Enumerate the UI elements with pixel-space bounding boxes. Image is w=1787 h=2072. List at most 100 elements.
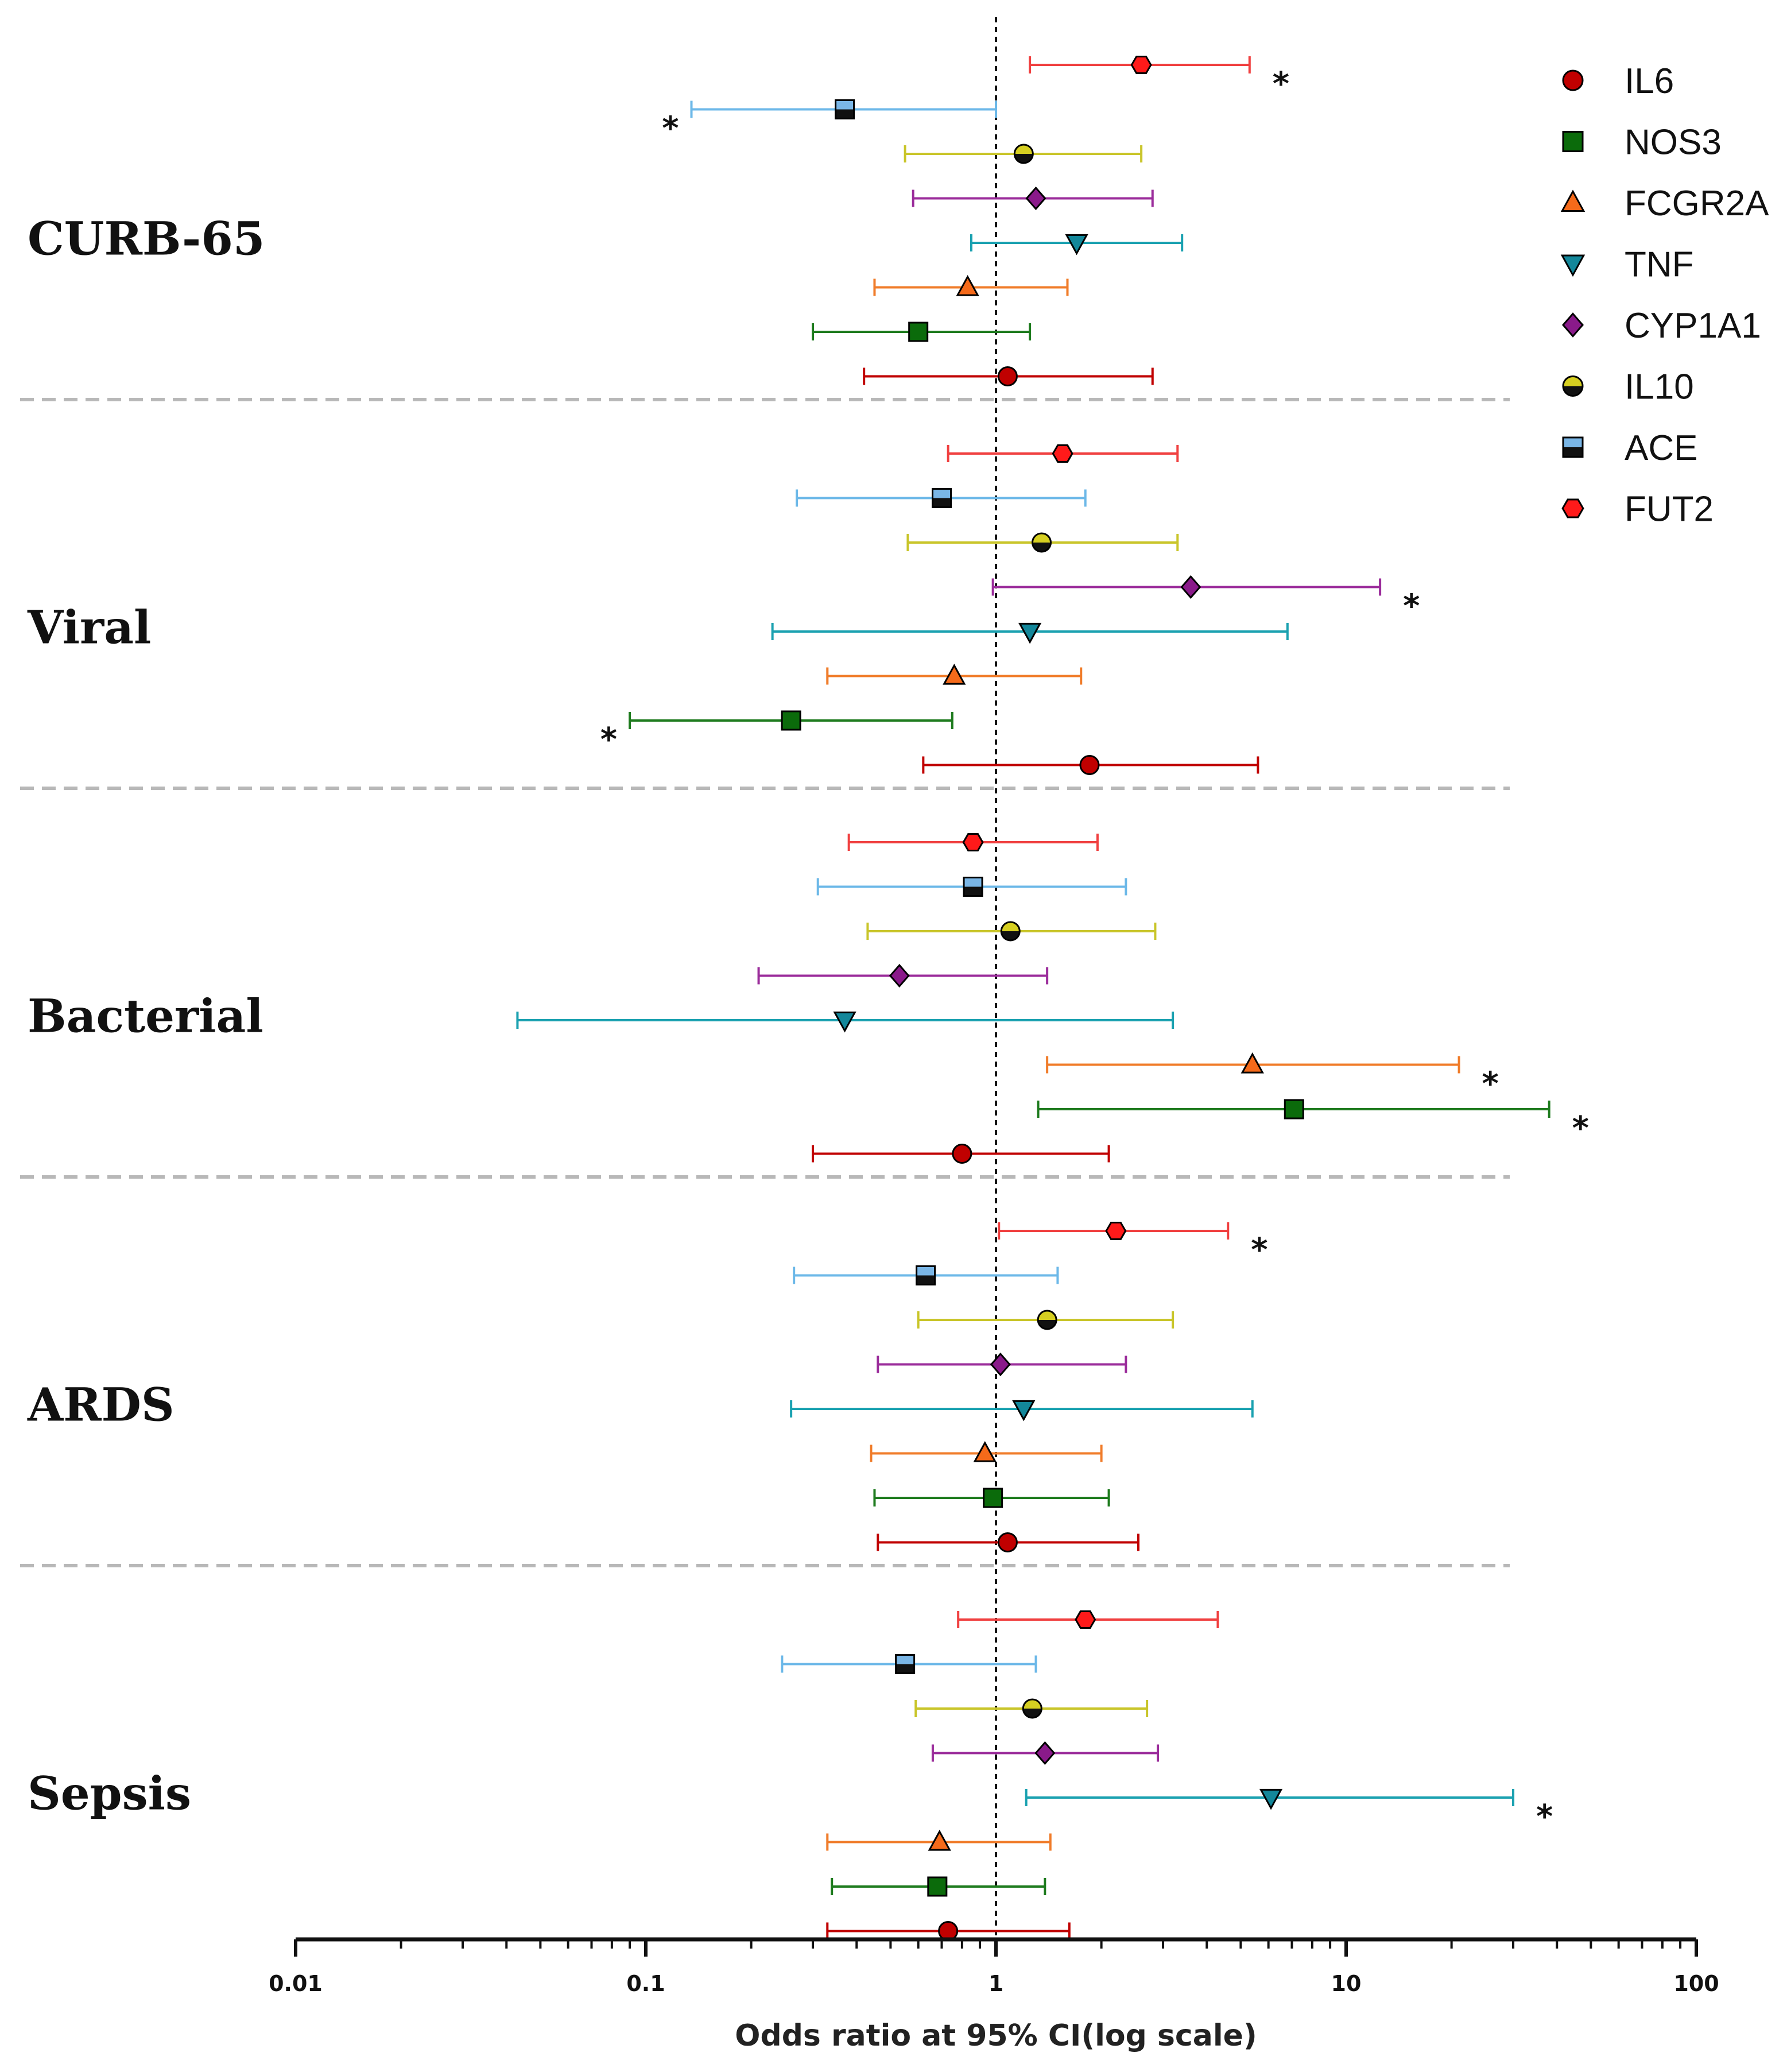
forest-row-fut2 — [847, 832, 1099, 852]
legend-label: IL10 — [1625, 367, 1694, 407]
significance-marker: * — [1572, 1110, 1589, 1147]
forest-row-fcgr2a — [826, 1829, 1052, 1851]
forest-row-ace: * — [662, 99, 997, 148]
point-marker-cyp1a1 — [889, 963, 910, 988]
point-marker-nos3 — [983, 1488, 1003, 1508]
group-labels: CURB-65 Viral Bacterial ARDS Sepsis — [27, 211, 265, 1820]
x-axis: 0.01 0.1 1 10 100 — [269, 1937, 1719, 1996]
forest-row-fut2 — [947, 444, 1179, 463]
legend-marker-fcgr2a — [1560, 189, 1586, 212]
forest-row-cyp1a1 — [757, 963, 1049, 988]
forest-row-ace — [816, 877, 1127, 897]
legend-marker-nos3 — [1562, 131, 1584, 152]
group-label: Sepsis — [28, 1766, 191, 1820]
legend-item-il10: IL10 — [1562, 367, 1694, 407]
forest-row-tnf — [790, 1400, 1254, 1422]
group-label: Viral — [27, 600, 151, 654]
forest-row-ace — [793, 1265, 1059, 1285]
legend-marker-tnf — [1560, 254, 1586, 277]
point-marker-fut2 — [1052, 444, 1073, 463]
point-marker-ace — [835, 99, 855, 119]
significance-marker: * — [662, 110, 679, 148]
significance-marker: * — [600, 721, 617, 758]
point-marker-il10 — [1037, 1310, 1057, 1330]
group-separators — [20, 398, 1510, 1567]
point-marker-cyp1a1 — [1034, 1741, 1056, 1765]
forest-row-il6 — [877, 1532, 1139, 1552]
forest-rows: ******** — [516, 55, 1589, 1941]
forest-row-fcgr2a — [826, 663, 1083, 685]
significance-marker: * — [1482, 1066, 1499, 1103]
legend-marker-cyp1a1 — [1562, 312, 1584, 338]
point-marker-fcgr2a — [943, 663, 966, 685]
tick-label: 1 — [989, 1971, 1003, 1996]
forest-row-fut2: * — [998, 1221, 1268, 1269]
forest-row-nos3 — [831, 1876, 1046, 1897]
significance-marker: * — [1273, 65, 1289, 103]
forest-row-cyp1a1 — [877, 1352, 1127, 1377]
group-label: CURB-65 — [28, 211, 265, 265]
forest-row-cyp1a1 — [931, 1741, 1160, 1765]
legend: IL6 NOS3 FCGR2A TNF CYP1A1 IL10 ACE FUT2 — [1560, 61, 1769, 529]
forest-row-cyp1a1: * — [991, 575, 1420, 625]
tick-label: 100 — [1673, 1971, 1719, 1996]
legend-item-fcgr2a: FCGR2A — [1560, 184, 1769, 223]
forest-row-il10 — [906, 532, 1179, 553]
point-marker-tnf — [833, 1011, 856, 1033]
legend-marker-fut2 — [1561, 498, 1584, 518]
point-marker-il6 — [997, 1532, 1018, 1552]
group-viral: ** — [600, 444, 1420, 775]
point-marker-il10 — [1013, 144, 1034, 164]
forest-row-fcgr2a — [870, 1440, 1103, 1462]
forest-row-ace — [796, 488, 1087, 508]
significance-marker: * — [1403, 588, 1420, 625]
x-axis-title: Odds ratio at 95% CI(log scale) — [735, 2019, 1257, 2053]
point-marker-fcgr2a — [1241, 1052, 1264, 1074]
legend-marker-il6 — [1562, 69, 1584, 91]
forest-row-il6 — [922, 755, 1259, 775]
legend-item-ace: ACE — [1562, 428, 1697, 468]
forest-row-il10 — [914, 1698, 1149, 1719]
tick-label: 10 — [1331, 1971, 1362, 1996]
point-marker-tnf — [1012, 1400, 1036, 1422]
group-bacterial: ** — [516, 832, 1589, 1164]
forest-row-nos3: * — [1037, 1099, 1589, 1147]
point-marker-fut2 — [1105, 1221, 1127, 1241]
point-marker-il6 — [997, 366, 1018, 386]
point-marker-nos3 — [781, 710, 801, 731]
point-marker-nos3 — [1284, 1099, 1304, 1120]
forest-row-il6 — [863, 366, 1154, 386]
forest-row-fut2 — [957, 1610, 1219, 1629]
point-marker-cyp1a1 — [1180, 575, 1201, 599]
forest-row-tnf: * — [1025, 1788, 1553, 1835]
point-marker-tnf — [1018, 622, 1042, 644]
point-marker-fut2 — [962, 832, 984, 852]
forest-row-il10 — [917, 1310, 1174, 1330]
legend-marker-il10 — [1562, 375, 1584, 397]
legend-label: TNF — [1625, 245, 1694, 285]
group-curb-65: ** — [662, 55, 1289, 386]
point-marker-nos3 — [927, 1876, 948, 1897]
point-marker-tnf — [1259, 1788, 1283, 1810]
legend-item-nos3: NOS3 — [1562, 123, 1722, 162]
tick-label: 0.01 — [269, 1971, 323, 1996]
legend-label: FCGR2A — [1625, 184, 1769, 223]
forest-row-fcgr2a: * — [1046, 1052, 1499, 1103]
point-marker-ace — [916, 1265, 936, 1285]
forest-row-nos3 — [873, 1488, 1110, 1508]
point-marker-cyp1a1 — [990, 1352, 1011, 1377]
forest-row-tnf — [970, 234, 1184, 255]
forest-row-tnf — [771, 622, 1289, 644]
forest-row-il10 — [904, 144, 1143, 164]
group-sepsis: * — [781, 1610, 1553, 1941]
point-marker-il6 — [952, 1144, 972, 1164]
legend-label: ACE — [1625, 428, 1697, 468]
significance-marker: * — [1536, 1798, 1553, 1835]
group-ards: * — [790, 1221, 1268, 1552]
point-marker-fut2 — [1075, 1610, 1096, 1629]
group-label: Bacterial — [28, 989, 263, 1043]
significance-marker: * — [1251, 1231, 1267, 1269]
point-marker-il6 — [1079, 755, 1100, 775]
legend-label: IL6 — [1625, 61, 1674, 101]
